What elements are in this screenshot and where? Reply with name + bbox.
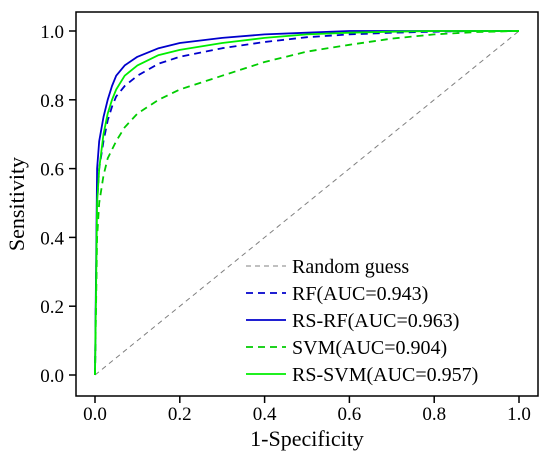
- y-tick-label: 0.6: [40, 160, 64, 181]
- legend-label: SVM(AUC=0.904): [292, 337, 447, 359]
- y-tick-label: 0.8: [40, 91, 64, 112]
- series-line-4: [94, 30, 519, 376]
- y-tick-label: 0.0: [40, 366, 64, 387]
- x-tick-label: 0.6: [338, 404, 362, 425]
- y-tick-label: 0.4: [40, 228, 64, 249]
- legend-label: RF(AUC=0.943): [292, 283, 428, 305]
- legend: Random guess RF(AUC=0.943) RS-RF(AUC=0.963…: [246, 256, 478, 386]
- plot-frame: [75, 11, 539, 397]
- x-tick-label: 1.0: [507, 404, 531, 425]
- legend-label: RS-RF(AUC=0.963): [292, 310, 459, 332]
- y-tick-label: 0.2: [40, 297, 64, 318]
- x-axis: 0.0 0.2 0.4 0.6 0.8 1.0: [83, 396, 531, 425]
- series-line-0: [94, 30, 520, 376]
- legend-label: Random guess: [292, 256, 409, 278]
- y-axis-title: Sensitivity: [4, 157, 29, 251]
- y-axis: 0.0 0.2 0.4 0.6 0.8 1.0: [40, 22, 76, 387]
- x-tick-label: 0.2: [168, 404, 192, 425]
- x-axis-title: 1-Specificity: [250, 426, 364, 451]
- x-tick-label: 0.0: [83, 404, 107, 425]
- series-layer: [94, 30, 520, 376]
- x-tick-label: 0.4: [253, 404, 277, 425]
- x-tick-label: 0.8: [422, 404, 446, 425]
- legend-label: RS-SVM(AUC=0.957): [292, 364, 478, 386]
- y-tick-label: 1.0: [40, 22, 64, 43]
